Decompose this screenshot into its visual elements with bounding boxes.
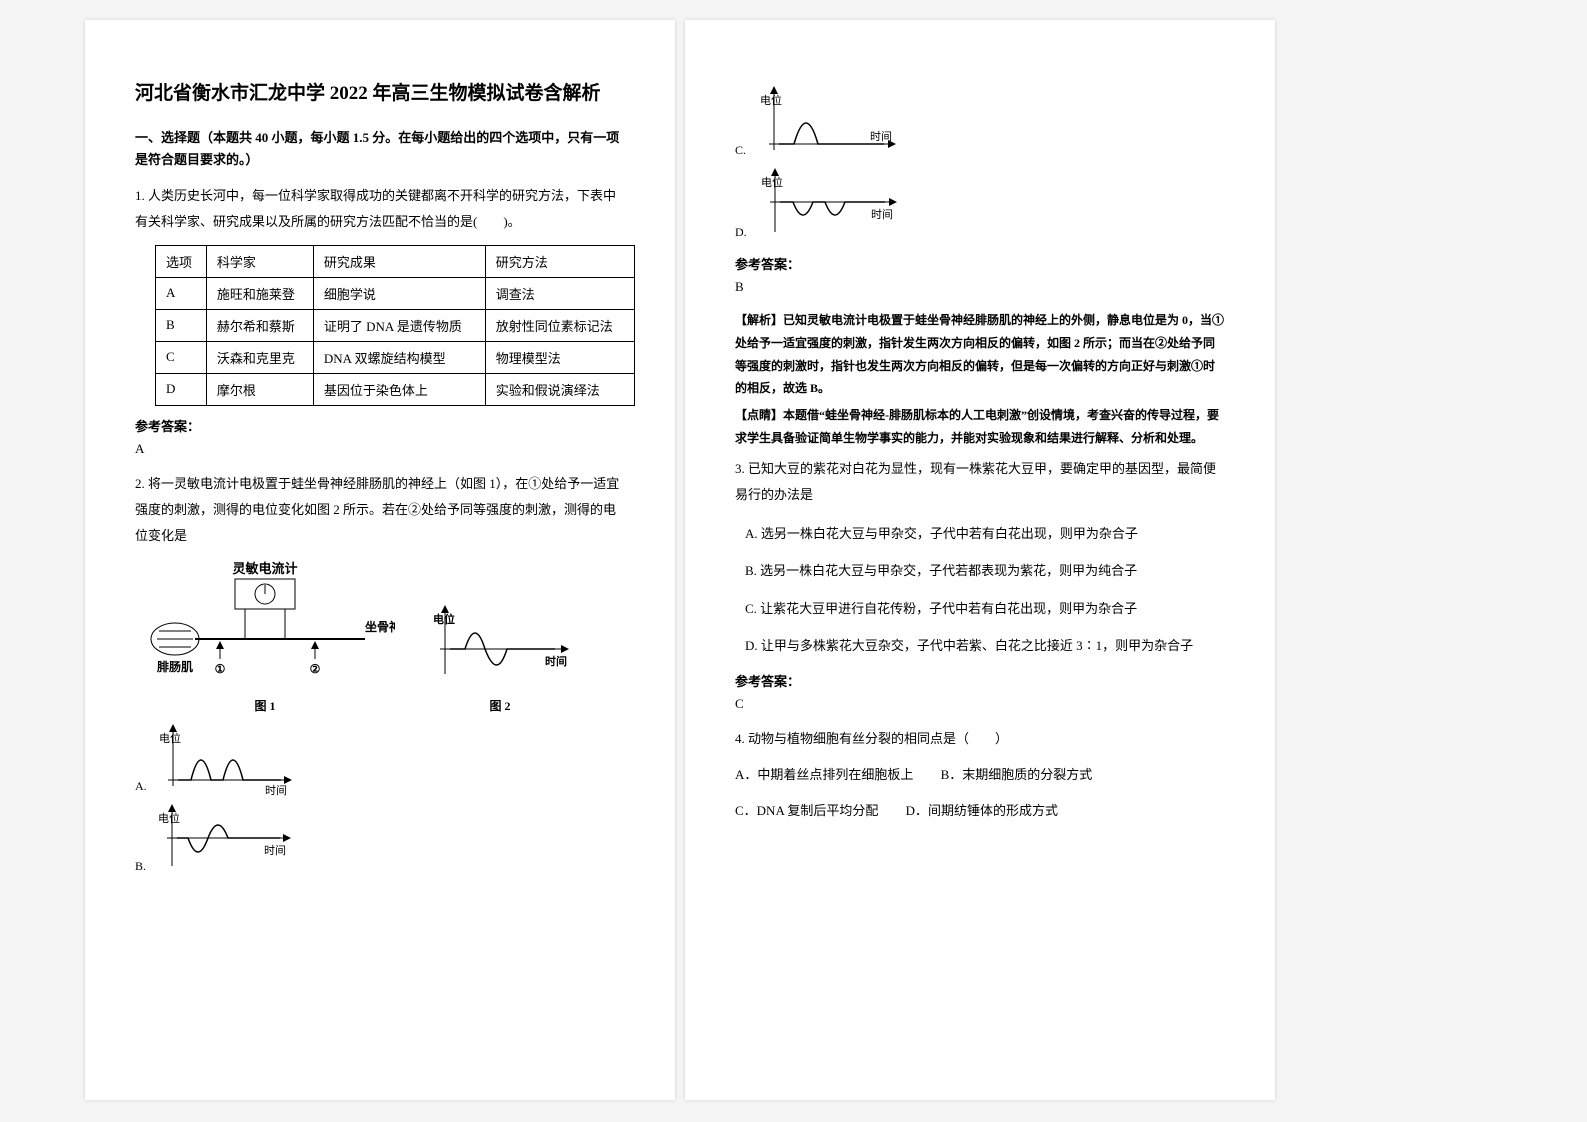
svg-text:时间: 时间: [265, 784, 287, 797]
q4-option-b: B．末期细胞质的分裂方式: [941, 767, 1093, 782]
doc-title: 河北省衡水市汇龙中学 2022 年高三生物模拟试卷含解析: [135, 80, 625, 109]
q2-option-a: A. 电位 时间: [135, 720, 625, 798]
q4-options-row1: A．中期着丝点排列在细胞板上 B．末期细胞质的分裂方式: [735, 762, 1225, 788]
q4-option-a: A．中期着丝点排列在细胞板上: [735, 767, 913, 782]
q3-stem: 3. 已知大豆的紫花对白花为显性，现有一株紫花大豆甲，要确定甲的基因型，最简便易…: [735, 456, 1225, 508]
svg-text:电位: 电位: [433, 612, 455, 626]
col-res: 研究成果: [313, 245, 485, 277]
q2-ans: B: [735, 279, 1225, 295]
nerve-diagram-icon: 灵敏电流计 腓肠肌 ① ② 坐: [135, 559, 395, 689]
waveform-ref-icon: 电位 时间: [425, 599, 575, 689]
table-row: 选项 科学家 研究成果 研究方法: [156, 245, 635, 277]
svg-text:电位: 电位: [761, 175, 783, 189]
q4-options-row2: C．DNA 复制后平均分配 D．间期纺锤体的形成方式: [735, 798, 1225, 824]
svg-text:①: ①: [215, 662, 226, 676]
q3-option-a: A. 选另一株白花大豆与甲杂交，子代中若有白花出现，则甲为杂合子: [745, 522, 1225, 545]
svg-text:腓肠肌: 腓肠肌: [157, 659, 193, 674]
page-right: C. 电位 时间 D. 电位 时间 参考答案： B 【解析】已知灵敏电流计电极置…: [685, 20, 1275, 1100]
svg-text:电位: 电位: [158, 811, 180, 825]
figure-1: 灵敏电流计 腓肠肌 ① ② 坐: [135, 559, 395, 714]
opt-letter: D.: [735, 225, 747, 244]
svg-text:电位: 电位: [159, 731, 181, 745]
q3-option-b: B. 选另一株白花大豆与甲杂交，子代若都表现为紫花，则甲为纯合子: [745, 559, 1225, 582]
section-1-header: 一、选择题（本题共 40 小题，每小题 1.5 分。在每小题给出的四个选项中，只…: [135, 127, 625, 171]
svg-text:电位: 电位: [760, 93, 782, 107]
q1-ans: A: [135, 441, 625, 457]
col-sci: 科学家: [206, 245, 313, 277]
q4-option-c: C．DNA 复制后平均分配: [735, 803, 878, 818]
q2-stem: 2. 将一灵敏电流计电极置于蛙坐骨神经腓肠肌的神经上（如图 1），在①处给予一适…: [135, 471, 625, 549]
opt-letter: B.: [135, 859, 146, 878]
q2-option-c: C. 电位 时间: [735, 82, 1225, 162]
col-opt: 选项: [156, 245, 207, 277]
q2-option-d: D. 电位 时间: [735, 164, 1225, 244]
q3-ans-label: 参考答案：: [735, 671, 1225, 690]
table-row: C沃森和克里克DNA 双螺旋结构模型物理模型法: [156, 341, 635, 373]
svg-text:时间: 时间: [871, 208, 893, 221]
svg-text:时间: 时间: [545, 654, 567, 668]
q3-option-c: C. 让紫花大豆甲进行自花传粉，子代中若有白花出现，则甲为杂合子: [745, 597, 1225, 620]
q1-stem: 1. 人类历史长河中，每一位科学家取得成功的关键都离不开科学的研究方法，下表中有…: [135, 183, 625, 235]
waveform-a-icon: 电位 时间: [153, 720, 303, 798]
table-row: A施旺和施莱登细胞学说调查法: [156, 277, 635, 309]
svg-text:时间: 时间: [870, 130, 892, 143]
waveform-b-icon: 电位 时间: [152, 800, 302, 878]
q1-ans-label: 参考答案：: [135, 416, 625, 435]
fig1-caption: 图 1: [135, 697, 395, 714]
waveform-d-icon: 电位 时间: [753, 164, 913, 244]
waveform-c-icon: 电位 时间: [752, 82, 912, 162]
q3-ans: C: [735, 696, 1225, 712]
svg-text:时间: 时间: [264, 844, 286, 857]
q1-table: 选项 科学家 研究成果 研究方法 A施旺和施莱登细胞学说调查法 B赫尔希和蔡斯证…: [155, 245, 635, 406]
svg-text:灵敏电流计: 灵敏电流计: [232, 561, 297, 576]
svg-text:②: ②: [310, 662, 321, 676]
q2-figures: 灵敏电流计 腓肠肌 ① ② 坐: [135, 559, 625, 714]
opt-letter: A.: [135, 779, 147, 798]
page-left: 河北省衡水市汇龙中学 2022 年高三生物模拟试卷含解析 一、选择题（本题共 4…: [85, 20, 675, 1100]
q2-explain-1: 【解析】已知灵敏电流计电极置于蛙坐骨神经腓肠肌的神经上的外侧，静息电位是为 0，…: [735, 309, 1225, 400]
col-meth: 研究方法: [485, 245, 634, 277]
table-row: B赫尔希和蔡斯证明了 DNA 是遗传物质放射性同位素标记法: [156, 309, 635, 341]
q2-option-b: B. 电位 时间: [135, 800, 625, 878]
fig2-caption: 图 2: [425, 697, 575, 714]
q4-stem: 4. 动物与植物细胞有丝分裂的相同点是（ ）: [735, 726, 1225, 752]
svg-text:坐骨神经: 坐骨神经: [365, 619, 395, 634]
q4-option-d: D．间期纺锤体的形成方式: [906, 803, 1058, 818]
q2-explain-2: 【点睛】本题借“蛙坐骨神经-腓肠肌标本的人工电刺激”创设情境，考查兴奋的传导过程…: [735, 404, 1225, 450]
q3-option-d: D. 让甲与多株紫花大豆杂交，子代中若紫、白花之比接近 3∶1，则甲为杂合子: [745, 634, 1225, 657]
table-row: D摩尔根基因位于染色体上实验和假说演绎法: [156, 373, 635, 405]
opt-letter: C.: [735, 143, 746, 162]
figure-2: 电位 时间 图 2: [425, 599, 575, 714]
q2-ans-label: 参考答案：: [735, 254, 1225, 273]
